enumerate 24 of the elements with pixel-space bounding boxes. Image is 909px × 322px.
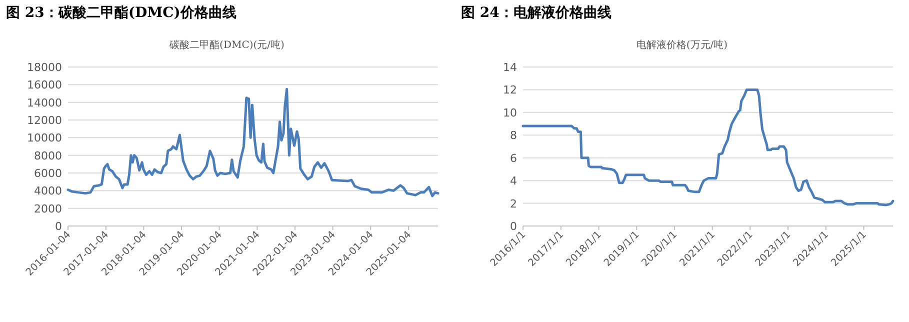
y-tick-label: 14000 [27, 96, 62, 110]
y-tick-label: 12 [503, 84, 517, 97]
y-tick-label: 2 [510, 197, 517, 210]
chart-subtitle: 碳酸二甲酯(DMC)(元/吨) [168, 39, 285, 51]
chart-title: 图 23：碳酸二甲酯(DMC)价格曲线 [6, 5, 236, 21]
y-tick-label: 4 [510, 174, 517, 188]
y-tick-label: 0 [55, 220, 62, 233]
y-tick-label: 0 [510, 220, 517, 233]
chart-title: 图 24：电解液价格曲线 [461, 4, 612, 21]
y-tick-label: 2000 [34, 202, 62, 216]
chart-subtitle: 电解液价格(万元/吨) [636, 39, 728, 51]
y-tick-label: 16000 [27, 78, 62, 92]
line-series [522, 88, 894, 206]
y-tick-label: 6 [510, 152, 517, 165]
y-tick-label: 6000 [34, 167, 62, 180]
y-tick-label: 4000 [34, 184, 62, 198]
y-tick-label: 10 [503, 106, 517, 120]
y-tick-label: 18000 [27, 61, 62, 74]
y-tick-label: 10000 [27, 132, 62, 145]
y-tick-label: 8 [510, 129, 517, 142]
y-tick-label: 8000 [34, 149, 62, 162]
y-tick-label: 12000 [27, 114, 62, 127]
line-series [66, 88, 440, 198]
y-tick-label: 14 [503, 61, 517, 74]
